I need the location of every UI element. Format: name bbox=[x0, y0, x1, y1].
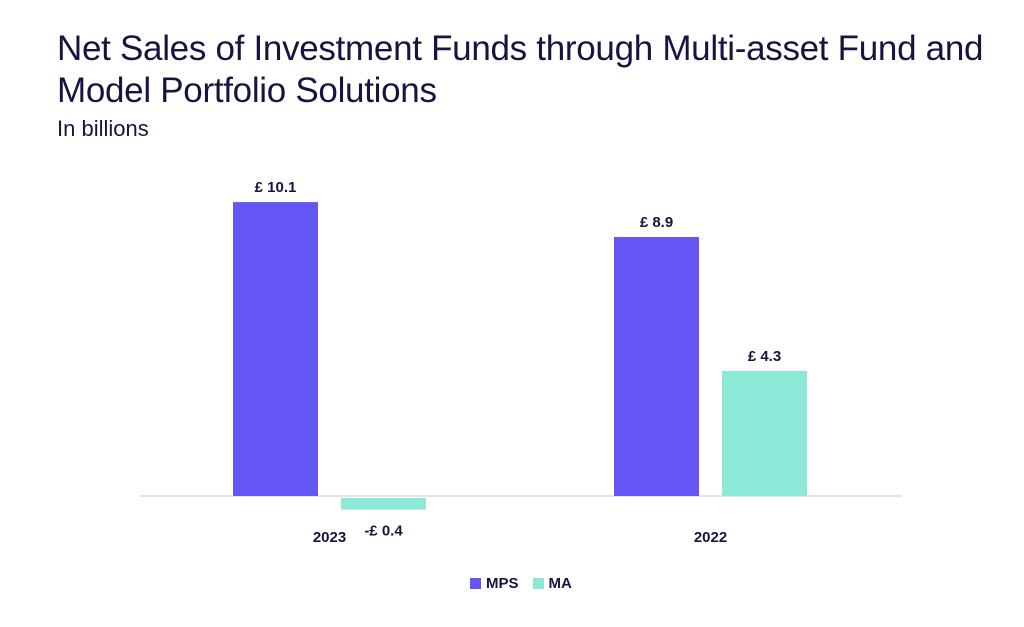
chart-title: Net Sales of Investment Funds through Mu… bbox=[57, 29, 984, 110]
legend-item-ma[interactable]: MA bbox=[532, 575, 572, 592]
legend-swatch-ma bbox=[532, 578, 544, 589]
bar-mps-2022[interactable] bbox=[614, 237, 699, 496]
x-tick-label: 2022 bbox=[694, 529, 727, 546]
bar-mps-2023[interactable] bbox=[233, 202, 318, 496]
legend: MPS MA bbox=[470, 575, 572, 592]
x-tick-label: 2023 bbox=[313, 529, 346, 546]
bar-ma-2022[interactable] bbox=[722, 370, 807, 496]
data-label: £ 4.3 bbox=[748, 348, 781, 365]
data-label: -£ 0.4 bbox=[364, 523, 403, 540]
legend-label-ma: MA bbox=[548, 575, 572, 592]
legend-label-mps: MPS bbox=[486, 575, 519, 592]
legend-swatch-mps bbox=[470, 578, 481, 589]
data-label: £ 8.9 bbox=[640, 214, 673, 231]
bar-ma-2023[interactable] bbox=[341, 498, 426, 510]
legend-item-mps[interactable]: MPS bbox=[470, 575, 519, 592]
chart-subtitle: In billions bbox=[57, 116, 149, 141]
data-label: £ 10.1 bbox=[255, 179, 297, 196]
